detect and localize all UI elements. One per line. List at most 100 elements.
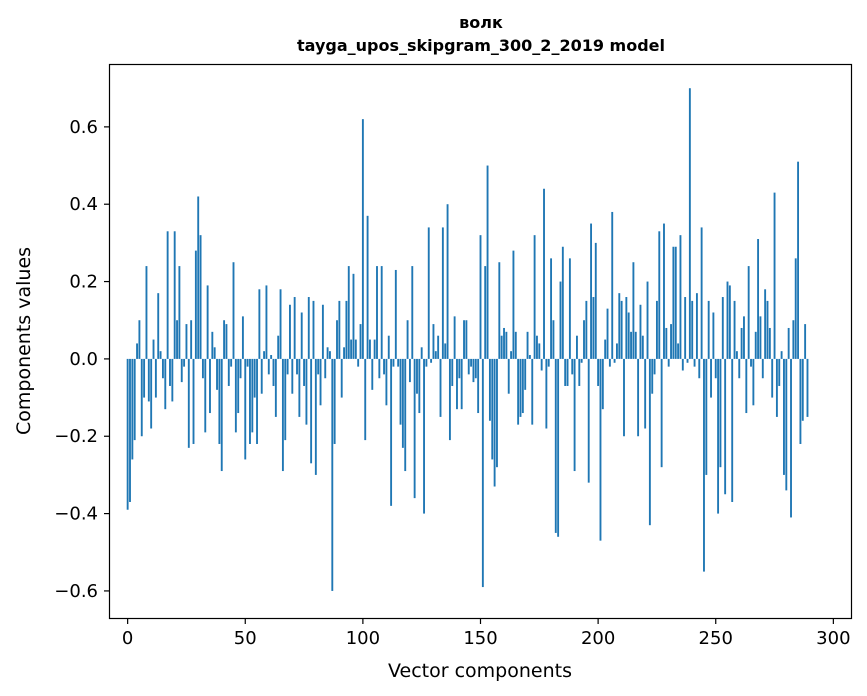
y-tick-label: 0.6 xyxy=(69,117,98,138)
bar-component-216 xyxy=(634,331,637,359)
bar-component-36 xyxy=(211,331,214,359)
bar-component-204 xyxy=(606,308,609,359)
bar-component-89 xyxy=(336,320,338,359)
bar-component-278 xyxy=(780,351,783,359)
bar-component-118 xyxy=(404,358,407,472)
bar-component-202 xyxy=(601,358,604,410)
bar-component-171 xyxy=(528,355,531,359)
bar-component-221 xyxy=(646,281,649,359)
bar-component-33 xyxy=(204,358,207,433)
bar-component-231 xyxy=(670,324,672,359)
bar-component-27 xyxy=(190,320,193,359)
bar-component-181 xyxy=(552,320,555,359)
bar-component-289 xyxy=(806,358,809,417)
bar-component-244 xyxy=(700,227,703,359)
bar-component-159 xyxy=(500,335,503,359)
bar-component-109 xyxy=(383,358,385,375)
bar-component-184 xyxy=(559,281,562,359)
bar-component-276 xyxy=(775,358,778,417)
bar-component-214 xyxy=(630,331,632,359)
bar-component-252 xyxy=(719,358,722,468)
bar-component-170 xyxy=(526,331,529,359)
bar-component-82 xyxy=(319,358,322,406)
bar-component-56 xyxy=(258,289,261,359)
bar-component-38 xyxy=(216,358,218,390)
bar-component-64 xyxy=(277,335,280,359)
bar-component-201 xyxy=(599,358,602,541)
bar-component-186 xyxy=(564,358,567,386)
bar-component-190 xyxy=(573,358,576,472)
bar-component-172 xyxy=(531,358,534,425)
bar-component-187 xyxy=(566,358,569,386)
bar-component-11 xyxy=(152,339,155,359)
bar-component-132 xyxy=(437,335,440,359)
bar-component-100 xyxy=(361,119,364,359)
y-axis-label: Components values xyxy=(13,247,35,435)
bar-component-179 xyxy=(547,358,550,367)
bar-component-66 xyxy=(281,358,284,472)
bar-component-258 xyxy=(733,300,736,359)
bar-component-139 xyxy=(453,316,456,359)
bar-component-157 xyxy=(496,358,498,468)
bar-component-262 xyxy=(743,316,745,359)
bar-component-138 xyxy=(451,358,454,386)
bar-component-52 xyxy=(249,358,251,444)
bar-component-217 xyxy=(637,358,640,437)
x-tick-label: 150 xyxy=(463,628,497,649)
bar-component-13 xyxy=(157,293,160,359)
bar-component-263 xyxy=(745,358,748,414)
x-tick-label: 300 xyxy=(816,628,850,649)
bar-component-188 xyxy=(568,258,571,359)
bar-component-51 xyxy=(246,358,249,367)
bar-component-191 xyxy=(576,335,578,359)
bar-component-185 xyxy=(561,246,564,359)
x-tick-label: 50 xyxy=(234,628,257,649)
bar-component-266 xyxy=(752,358,755,406)
bar-component-78 xyxy=(310,358,313,464)
bar-component-142 xyxy=(460,358,463,410)
bar-component-76 xyxy=(305,358,308,425)
bar-component-37 xyxy=(213,347,216,359)
bar-component-223 xyxy=(651,358,654,394)
bar-component-20 xyxy=(173,231,176,359)
bar-component-22 xyxy=(178,266,181,359)
bar-component-164 xyxy=(512,250,515,359)
bar-component-79 xyxy=(312,300,315,359)
bar-component-250 xyxy=(714,358,717,379)
bar-component-256 xyxy=(728,285,731,359)
bar-component-218 xyxy=(639,304,642,359)
bar-component-148 xyxy=(474,358,477,379)
bar-component-133 xyxy=(439,358,442,417)
bar-component-180 xyxy=(550,258,553,359)
bar-component-129 xyxy=(430,358,433,363)
bar-component-182 xyxy=(554,358,557,533)
bar-component-195 xyxy=(585,300,588,359)
bar-component-165 xyxy=(514,331,517,359)
bar-component-95 xyxy=(350,339,353,359)
bar-component-160 xyxy=(503,327,505,359)
bar-component-270 xyxy=(761,358,764,379)
bar-component-257 xyxy=(731,358,734,502)
bar-component-104 xyxy=(371,358,374,390)
bar-component-253 xyxy=(721,297,724,359)
bar-component-44 xyxy=(230,358,233,367)
bar-component-85 xyxy=(326,347,329,359)
bar-component-242 xyxy=(695,293,698,359)
bar-component-226 xyxy=(658,231,661,359)
bar-component-209 xyxy=(618,293,621,359)
bar-component-147 xyxy=(472,358,475,383)
bar-component-72 xyxy=(296,358,298,375)
bar-component-260 xyxy=(738,358,741,379)
bar-component-255 xyxy=(726,281,729,359)
bar-component-39 xyxy=(218,358,221,444)
bar-component-136 xyxy=(446,204,449,359)
bar-component-50 xyxy=(244,358,247,460)
bar-component-40 xyxy=(220,358,223,472)
x-tick-label: 250 xyxy=(699,628,733,649)
bar-component-126 xyxy=(423,358,425,514)
bar-component-279 xyxy=(783,358,785,475)
bar-component-264 xyxy=(747,266,750,359)
bar-component-281 xyxy=(787,327,790,359)
bar-component-77 xyxy=(307,297,310,359)
bar-component-65 xyxy=(279,289,282,359)
